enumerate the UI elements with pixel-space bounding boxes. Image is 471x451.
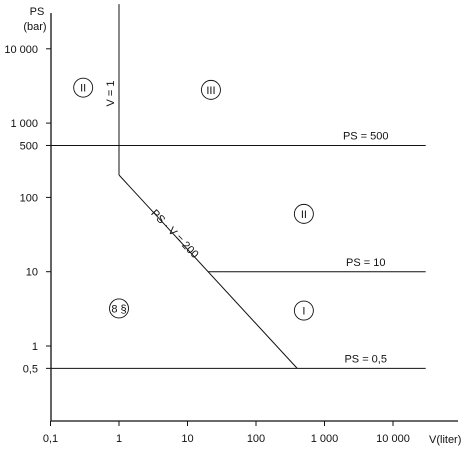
- region-i: I: [293, 300, 314, 321]
- label-ps-500: PS = 500: [343, 131, 389, 143]
- y-tick-label: 10: [26, 267, 38, 279]
- x-tick-label: 1: [116, 433, 122, 445]
- region-label: I: [302, 306, 305, 318]
- region-circle: [293, 203, 314, 224]
- x-tick-label: 100: [247, 433, 265, 445]
- y-tick-label: 0,5: [23, 363, 38, 375]
- y-axis-unit: (bar): [23, 21, 46, 33]
- y-tick-label: 100: [20, 192, 38, 204]
- region-8: 8 §: [109, 298, 129, 319]
- x-axis-ticks: 0,1 1 10 100 1 000 10 000: [43, 421, 410, 445]
- label-v-1: V = 1: [105, 81, 117, 107]
- x-tick-label: 10: [181, 433, 193, 445]
- category-boundary-lines: [50, 4, 426, 369]
- label-ps-10: PS = 10: [346, 257, 385, 269]
- x-tick-label: 0,1: [43, 433, 58, 445]
- y-tick-label: 10 000: [4, 44, 38, 56]
- region-iii: III: [201, 79, 221, 100]
- axes: [50, 13, 458, 422]
- region-ii: II: [73, 77, 94, 98]
- y-tick-label: 1: [32, 341, 38, 353]
- region-label: II: [80, 83, 86, 95]
- region-ii: II: [293, 203, 314, 224]
- region-label: 8 §: [111, 303, 126, 315]
- x-tick-label: 1 000: [311, 433, 339, 445]
- y-tick-label: 500: [20, 140, 38, 152]
- region-circle: [109, 298, 129, 319]
- region-label: III: [206, 85, 215, 97]
- y-tick-label: 1 000: [10, 118, 38, 130]
- label-ps-v-200: PS · V = 200: [148, 207, 200, 260]
- label-ps-0-5: PS = 0,5: [344, 353, 387, 365]
- x-axis-title: V(liter): [429, 434, 461, 446]
- y-axis-ticks: 0,5 1 10 100 500 1 000 10 000: [4, 44, 51, 375]
- region-label: II: [301, 209, 307, 221]
- region-circle: [293, 300, 314, 321]
- x-tick-label: 10 000: [376, 433, 410, 445]
- region-circle: [201, 79, 221, 100]
- y-axis-title: PS: [30, 6, 45, 18]
- boundary-line-labels: V = 1 PS = 500 PS · V = 200 PS = 10 PS = 0,5: [105, 81, 388, 366]
- region-circle: [73, 77, 94, 98]
